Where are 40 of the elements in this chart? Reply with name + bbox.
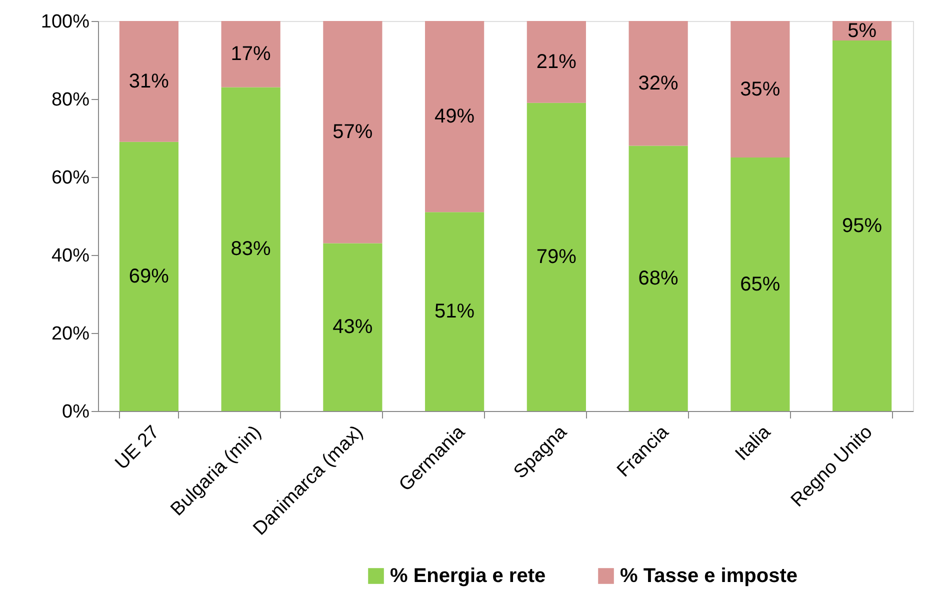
data-label: 31%: [128, 70, 170, 92]
bar: [730, 21, 790, 158]
y-tick-label: 20%: [51, 324, 90, 344]
data-label: 65%: [740, 273, 780, 296]
bar: [119, 21, 178, 142]
bar: [221, 21, 280, 88]
data-label: 32%: [638, 72, 679, 94]
data-label: 95%: [842, 214, 882, 237]
y-tick-label: 40%: [51, 246, 90, 266]
data-label: 83%: [230, 238, 272, 260]
bar: [730, 158, 790, 411]
bar: [323, 243, 382, 411]
bar: [119, 142, 178, 411]
legend-label: % Energia e rete: [390, 565, 546, 587]
data-label: 35%: [740, 78, 780, 100]
y-tick-label: 0%: [62, 402, 90, 422]
x-tick-label: UE 27: [111, 422, 164, 474]
y-tick-label: 80%: [51, 90, 90, 110]
bar: [425, 212, 484, 411]
legend-label: % Tasse e imposte: [620, 565, 798, 587]
data-label: 21%: [536, 50, 577, 73]
data-label: 17%: [230, 43, 272, 66]
data-label: 51%: [434, 300, 475, 323]
bar: [221, 87, 280, 411]
data-label: 5%: [848, 20, 877, 42]
bar: [526, 102, 586, 411]
bar: [832, 40, 892, 411]
bar: [323, 21, 382, 244]
bar: [425, 21, 484, 212]
data-label: 68%: [638, 267, 679, 290]
bar: [526, 21, 586, 103]
data-label: 57%: [332, 121, 373, 144]
data-label: 43%: [332, 316, 373, 338]
y-tick-label: 100%: [40, 12, 90, 32]
bar: [628, 146, 688, 411]
bar: [628, 21, 688, 146]
data-label: 69%: [128, 265, 170, 288]
data-label: 49%: [434, 106, 475, 128]
y-tick-label: 60%: [51, 168, 90, 188]
data-label: 79%: [536, 246, 577, 268]
